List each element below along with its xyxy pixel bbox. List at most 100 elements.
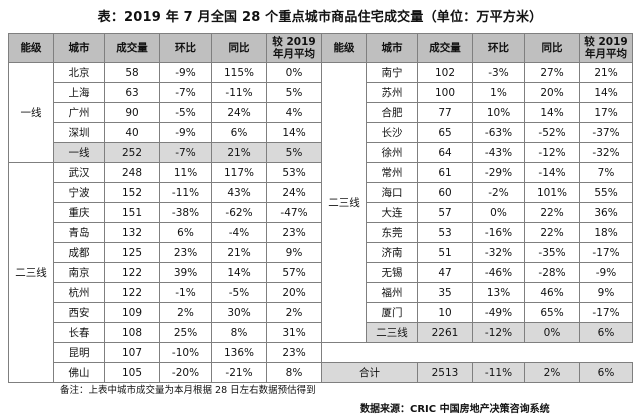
yoy-cell: -62% (211, 202, 267, 223)
vs-avg-cell: 36% (579, 202, 633, 223)
header-tier: 能级 (321, 33, 367, 63)
yoy-cell: -5% (211, 282, 267, 303)
city-cell: 深圳 (53, 122, 105, 143)
yoy-cell: 65% (524, 302, 580, 323)
yoy-cell: 115% (211, 62, 267, 83)
city-cell: 西安 (53, 302, 105, 323)
mom-cell: -46% (472, 262, 525, 283)
header-city: 城市 (366, 33, 418, 63)
vs-avg-cell: 9% (266, 242, 322, 263)
vs-avg-cell: 57% (266, 262, 322, 283)
mom-cell: -9% (159, 122, 212, 143)
yoy-cell: -21% (211, 362, 267, 383)
mom-cell: -10% (159, 342, 212, 363)
header-volume: 成交量 (104, 33, 160, 63)
vs-avg-cell: -47% (266, 202, 322, 223)
volume-cell: 125 (104, 242, 160, 263)
city-cell: 广州 (53, 102, 105, 123)
city-cell: 南宁 (366, 62, 418, 83)
vs-avg-cell: 5% (266, 82, 322, 103)
volume-cell: 57 (417, 202, 473, 223)
mom-cell: -3% (472, 62, 525, 83)
mom-cell: -29% (472, 162, 525, 183)
city-cell: 徐州 (366, 142, 418, 163)
mom-cell: 1% (472, 82, 525, 103)
header-tier: 能级 (8, 33, 54, 63)
table-row: 成都 125 23% 21% 9% 济南 51 -32% -35% -17% (9, 242, 633, 263)
mom-cell: 2% (159, 302, 212, 323)
volume-cell: 40 (104, 122, 160, 143)
city-cell: 南京 (53, 262, 105, 283)
city-cell: 厦门 (366, 302, 418, 323)
yoy-cell: 30% (211, 302, 267, 323)
mom-cell: 6% (159, 222, 212, 243)
city-cell: 无锡 (366, 262, 418, 283)
yoy-cell: 8% (211, 322, 267, 343)
city-cell: 青岛 (53, 222, 105, 243)
table-row: 一线 252 -7% 21% 5% 徐州 64 -43% -12% -32% (9, 142, 633, 163)
vs-avg-cell: 0% (266, 62, 322, 83)
data-source: 数据来源：CRIC 中国房地产决策咨询系统 (360, 404, 550, 415)
volume-cell: 90 (104, 102, 160, 123)
vs-avg-cell: 5% (266, 142, 322, 163)
yoy-cell: 21% (211, 242, 267, 263)
mom-cell: 11% (159, 162, 212, 183)
city-cell: 成都 (53, 242, 105, 263)
city-cell: 济南 (366, 242, 418, 263)
vs-avg-cell: 14% (266, 122, 322, 143)
table-row: 深圳 40 -9% 6% 14% 长沙 65 -63% -52% -37% (9, 122, 633, 143)
volume-cell: 105 (104, 362, 160, 383)
tier-cell: 二三线 (321, 62, 367, 343)
transaction-table: 能级 城市 成交量 环比 同比 较 2019 年月平均 能级 城市 成交量 环比… (8, 33, 633, 383)
volume-cell: 58 (104, 62, 160, 83)
yoy-cell: 20% (524, 82, 580, 103)
yoy-cell: 14% (211, 262, 267, 283)
vs-avg-cell: 4% (266, 102, 322, 123)
yoy-cell: 14% (524, 102, 580, 123)
vs-avg-cell: -9% (579, 262, 633, 283)
header-row: 能级 城市 成交量 环比 同比 较 2019 年月平均 能级 城市 成交量 环比… (8, 33, 633, 63)
city-cell: 东莞 (366, 222, 418, 243)
volume-cell: 77 (417, 102, 473, 123)
total-mom-cell: -11% (472, 362, 525, 383)
table-row: 重庆 151 -38% -62% -47% 大连 57 0% 22% 36% (9, 202, 633, 223)
volume-cell: 248 (104, 162, 160, 183)
volume-cell: 109 (104, 302, 160, 323)
vs-avg-cell: 23% (266, 342, 322, 363)
vs-avg-cell: 23% (266, 222, 322, 243)
yoy-cell: -11% (211, 82, 267, 103)
table-row: 上海 63 -7% -11% 5% 苏州 100 1% 20% 14% (9, 82, 633, 103)
header-yoy: 同比 (524, 33, 580, 63)
city-cell: 昆明 (53, 342, 105, 363)
vs-avg-cell: 18% (579, 222, 633, 243)
city-cell: 长沙 (366, 122, 418, 143)
volume-cell: 51 (417, 242, 473, 263)
vs-avg-cell: 31% (266, 322, 322, 343)
mom-cell: -1% (159, 282, 212, 303)
city-cell: 佛山 (53, 362, 105, 383)
vs-avg-cell: 24% (266, 182, 322, 203)
volume-cell: 108 (104, 322, 160, 343)
city-cell: 宁波 (53, 182, 105, 203)
mom-cell: -43% (472, 142, 525, 163)
mom-cell: -20% (159, 362, 212, 383)
table-row: 青岛 132 6% -4% 23% 东莞 53 -16% 22% 18% (9, 222, 633, 243)
vs-avg-cell: 17% (579, 102, 633, 123)
yoy-cell: -4% (211, 222, 267, 243)
volume-cell: 132 (104, 222, 160, 243)
yoy-cell: 43% (211, 182, 267, 203)
mom-cell: -63% (472, 122, 525, 143)
city-cell: 海口 (366, 182, 418, 203)
city-cell: 北京 (53, 62, 105, 83)
total-volume-cell: 2513 (417, 362, 473, 383)
table-row: 西安 109 2% 30% 2% 厦门 10 -49% 65% -17% (9, 302, 633, 323)
city-cell: 重庆 (53, 202, 105, 223)
city-cell: 一线 (53, 142, 105, 163)
subtotal-vs-avg-cell: 6% (579, 322, 633, 343)
yoy-cell: 101% (524, 182, 580, 203)
table-row: 一线 北京 58 -9% 115% 0% 二三线 南宁 102 -3% 27% 21% (8, 62, 633, 343)
mom-cell: -9% (159, 62, 212, 83)
vs-avg-cell: 14% (579, 82, 633, 103)
city-cell: 长春 (53, 322, 105, 343)
yoy-cell: 22% (524, 222, 580, 243)
